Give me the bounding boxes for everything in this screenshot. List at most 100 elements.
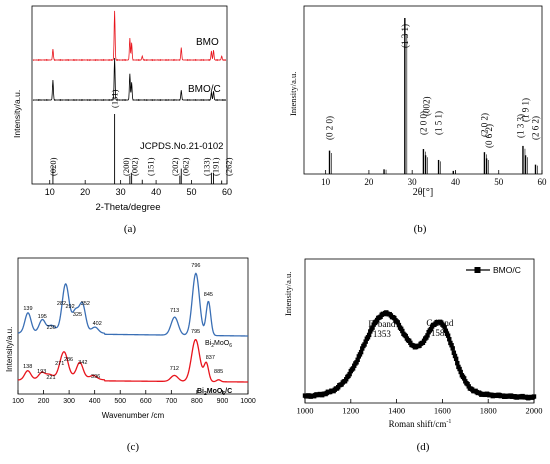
panel-a-bmo-pattern — [32, 10, 227, 62]
peak-label: 221 — [46, 375, 55, 381]
x-tick-label: 50 — [494, 177, 504, 187]
peak-label: 713 — [170, 308, 179, 314]
panel-c-raman-comparison: 100 200 300 400 500 600 700 800 900 1000 139 19523… — [5, 257, 256, 453]
hkl-label: (151) — [145, 157, 155, 176]
x-tick-label: 500 — [114, 398, 126, 405]
panel-c-y-axis-label: Intensity/a.u. — [5, 327, 14, 372]
peak-label: 396 — [91, 374, 100, 380]
panel-c-bi2moo6-spectrum — [17, 272, 249, 337]
peak-label: 795 — [191, 329, 200, 335]
panel-b-reference-pattern: 10 20 30 40 50 60 (0 2 0)(1 3 1)(2 0 0)(002)(… — [288, 5, 548, 235]
x-tick-label: 30 — [408, 177, 418, 187]
panel-a-hkl-labels: (020) (131) (200)(002) (151) (202) (062) (133)… — [48, 89, 234, 176]
spectrum-point — [461, 376, 467, 381]
peak-label: 139 — [23, 306, 32, 312]
panel-b-hkl-labels: (0 2 0) (1 3 1) (2 0 0)(002)(1 5 1) (2 0 2)… — [325, 24, 541, 148]
panel-a-xrd-comparison: 10 20 30 40 50 60 (020) (131) (200)(002) (151) (2… — [12, 5, 234, 235]
spectrum-point — [400, 328, 405, 334]
spectrum-point — [396, 322, 402, 328]
x-tick-label: 800 — [191, 398, 203, 405]
spectrum-point — [357, 352, 363, 357]
hkl-label: (2 0 0) — [418, 111, 428, 135]
spectrum-point — [350, 366, 356, 371]
x-tick-label: 1000 — [297, 406, 314, 416]
panel-d-x-ticks: 1000 1200 1400 1600 1800 2000 — [297, 399, 543, 416]
peak-label: 138 — [23, 364, 32, 370]
spectrum-point — [442, 325, 447, 330]
x-tick-label: 10 — [45, 187, 55, 197]
x-tick-label: 40 — [151, 187, 161, 197]
panel-a-reference-lines — [52, 114, 223, 184]
x-tick-label: 1000 — [240, 398, 256, 405]
hkl-label: (0 6 2) — [484, 124, 494, 148]
spectrum-point — [443, 328, 449, 333]
spectrum-point — [448, 340, 453, 346]
x-tick-label: 60 — [222, 187, 232, 197]
spectrum-point — [355, 357, 360, 362]
panel-c-bi2moo6-c-label: Bi2MoO6/C — [197, 388, 232, 397]
x-tick-label: 60 — [538, 177, 548, 187]
panel-a-frame — [31, 5, 228, 185]
hkl-label: (062) — [180, 157, 190, 176]
peak-label: 286 — [64, 357, 73, 363]
x-tick-label: 1200 — [342, 406, 359, 416]
spectrum-point — [445, 333, 451, 338]
hkl-label: (002) — [130, 157, 140, 176]
panel-c-frame — [17, 257, 249, 395]
peak-label: 325 — [73, 312, 82, 318]
peak-label: 230 — [47, 325, 56, 331]
panel-a-bmo-c-pattern — [32, 58, 227, 102]
spectrum-point — [452, 353, 458, 359]
panel-d-raman-d-g-bands: 1000 1200 1400 1600 1800 2000 BMO/C D-band135… — [283, 258, 543, 453]
x-tick-label: 600 — [140, 398, 152, 405]
spectrum-point — [531, 394, 537, 399]
x-tick-label: 40 — [451, 177, 461, 187]
peak-label: 195 — [38, 314, 47, 320]
spectrum-point — [344, 377, 349, 382]
spectrum-point — [453, 356, 459, 362]
peak-label: 712 — [170, 366, 179, 372]
panel-a-caption: (a) — [124, 223, 137, 235]
x-tick-label: 20 — [364, 177, 374, 187]
peak-label: 352 — [81, 301, 90, 307]
spectrum-point — [447, 337, 452, 342]
hkl-label: (1 9 1) — [521, 98, 531, 122]
x-tick-label: 300 — [63, 398, 75, 405]
panel-c-x-ticks: 100 200 300 400 500 600 700 800 900 1000 — [12, 390, 256, 405]
peak-label: 282 — [57, 301, 66, 307]
spectrum-point — [451, 350, 457, 355]
panel-b-diffraction-lines — [328, 18, 538, 174]
peak-label: 271 — [55, 361, 64, 367]
hkl-label: (1 3 1) — [400, 24, 410, 48]
band-position-label: 1589 — [431, 328, 450, 338]
hkl-label: (2 0 2) — [479, 113, 489, 137]
panel-d-bmo-c-spectrum — [302, 310, 537, 401]
spectrum-point — [362, 342, 367, 347]
panel-d-legend-text: BMO/C — [493, 265, 521, 275]
panel-a-x-ticks: 10 20 30 40 50 60 — [45, 180, 232, 197]
hkl-label: (020) — [48, 157, 58, 176]
panel-c-x-axis-label: Wavenumber /cm — [102, 411, 165, 420]
panel-d-y-axis-label: Intensity/a.u. — [283, 272, 293, 316]
spectrum-point — [428, 326, 434, 332]
spectrum-point — [455, 360, 460, 366]
x-tick-label: 1800 — [480, 406, 497, 416]
peak-label: 402 — [93, 321, 102, 327]
panel-d-legend: BMO/C — [466, 265, 521, 275]
spectrum-point — [457, 366, 462, 372]
panel-a-bmo-label: BMO — [196, 37, 219, 48]
hkl-label: (262) — [224, 157, 234, 176]
hkl-label: (202) — [170, 157, 180, 176]
spectrum-point — [403, 333, 408, 339]
peak-label: 837 — [206, 355, 215, 361]
panel-b-caption: (b) — [414, 223, 427, 235]
hkl-label: (2 6 2) — [531, 116, 541, 140]
panel-b-y-axis-label: Intensity/a.u. — [288, 72, 298, 116]
spectrum-point — [360, 346, 365, 351]
hkl-label: (0 2 0) — [325, 116, 335, 140]
hkl-label: (200) — [121, 157, 131, 176]
hkl-label: (1 5 1) — [434, 111, 444, 135]
panel-c-bi2moo6-c-spectrum — [17, 339, 248, 383]
hkl-label: (002) — [421, 97, 431, 117]
